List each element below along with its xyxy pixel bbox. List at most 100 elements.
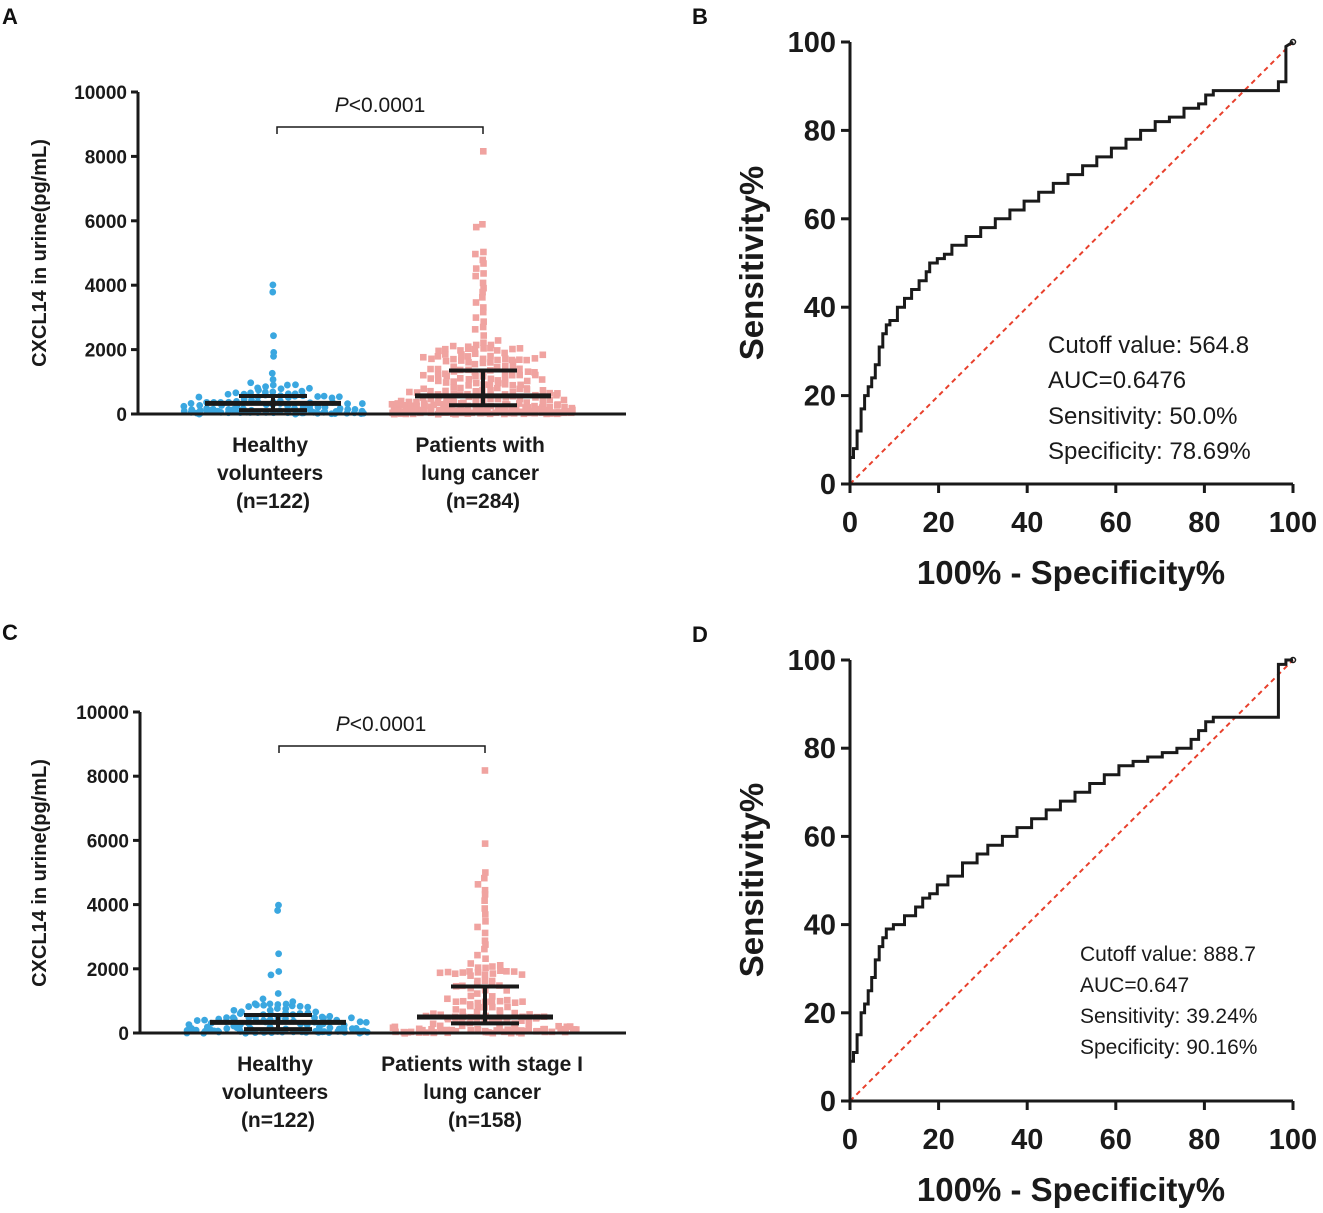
data-point-healthy: [207, 406, 215, 414]
data-point-cancer: [420, 371, 427, 379]
data-point-cancer: [458, 357, 465, 364]
data-point-cancer: [420, 353, 427, 361]
data-point-cancer: [504, 1003, 511, 1011]
data-point-cancer: [515, 400, 523, 407]
data-point-cancer: [452, 1027, 460, 1035]
data-point-cancer: [464, 353, 472, 360]
data-point-cancer: [429, 1020, 437, 1028]
panel-d-x-ticks: 0 20 40 60 80 100: [842, 1101, 1317, 1156]
data-point-cancer: [467, 1002, 474, 1010]
y-tick-label: 60: [804, 204, 836, 236]
data-point-cancer: [442, 379, 450, 386]
data-point-cancer: [493, 1027, 501, 1034]
data-point-healthy: [201, 1016, 208, 1024]
data-point-healthy: [312, 1008, 320, 1016]
data-point-healthy: [255, 386, 262, 394]
data-point-cancer: [481, 840, 489, 847]
panel-b-roc-curve: 0 20 40 60 80 100 0 20 40 60 80 100 100% - Specifi…: [733, 27, 1317, 591]
data-point-cancer: [471, 345, 479, 353]
x-tick-label: 100: [1269, 507, 1317, 539]
data-point-cancer: [441, 345, 449, 353]
data-point-cancer: [479, 355, 487, 363]
data-point-cancer: [566, 1023, 574, 1030]
data-point-healthy: [277, 385, 285, 393]
panel-d-endpoint-marker: [1289, 656, 1297, 664]
data-point-cancer: [482, 941, 489, 948]
data-point-healthy: [195, 393, 203, 401]
data-point-cancer: [446, 405, 453, 412]
data-point-healthy: [245, 1003, 253, 1010]
data-point-healthy: [335, 393, 343, 401]
data-point-cancer: [440, 400, 448, 408]
data-point-healthy: [270, 332, 277, 340]
data-point-healthy: [270, 352, 277, 360]
data-point-cancer: [480, 304, 487, 311]
y-tick-label: 2000: [85, 341, 127, 362]
data-point-cancer: [467, 960, 475, 967]
y-tick-label: 40: [804, 910, 836, 942]
data-point-healthy: [269, 288, 277, 296]
data-point-cancer: [533, 1028, 540, 1035]
y-tick-label: 80: [804, 733, 836, 765]
x-tick-label: 0: [842, 507, 858, 539]
panel-b-y-axis-title: Sensitivity%: [733, 166, 770, 360]
data-point-cancer: [467, 992, 475, 1000]
y-tick-label: 40: [804, 292, 836, 324]
x-tick-label: 0: [842, 1124, 858, 1156]
data-point-cancer: [457, 384, 464, 392]
data-point-cancer: [539, 402, 547, 410]
data-point-cancer: [442, 351, 449, 358]
data-point-cancer: [456, 374, 464, 382]
data-point-cancer: [474, 1003, 482, 1011]
data-point-cancer: [443, 372, 451, 380]
data-point-cancer: [497, 967, 504, 975]
data-point-cancer: [502, 355, 509, 363]
data-point-healthy: [196, 407, 204, 414]
data-point-cancer: [430, 1010, 437, 1017]
panel-a-p-value-text: <0.0001: [349, 94, 426, 117]
panel-d-annotation-specificity: Specificity: 90.16%: [1080, 1036, 1257, 1059]
data-point-cancer: [459, 969, 467, 976]
data-point-cancer: [481, 767, 489, 774]
data-point-cancer: [553, 402, 561, 409]
data-point-cancer: [488, 993, 496, 1000]
data-point-healthy: [203, 1023, 211, 1031]
y-tick-label: 80: [804, 115, 836, 147]
data-point-cancer: [539, 397, 547, 405]
data-point-cancer: [482, 955, 489, 963]
data-point-cancer: [509, 381, 517, 389]
data-point-cancer: [509, 388, 517, 396]
data-point-cancer: [413, 398, 420, 406]
panel-b-roc-line: [850, 40, 1294, 459]
data-point-cancer: [397, 397, 405, 405]
data-point-cancer: [487, 375, 495, 383]
data-point-cancer: [487, 352, 494, 360]
data-point-cancer: [493, 363, 501, 371]
x-tick-label: 60: [1100, 1124, 1132, 1156]
data-point-cancer: [522, 1027, 530, 1035]
y-tick-label: 60: [804, 821, 836, 853]
x-tick-label: 80: [1188, 1124, 1220, 1156]
data-point-healthy: [326, 1012, 334, 1020]
panel-c-healthy-line2: volunteers: [222, 1081, 328, 1104]
data-point-cancer: [479, 294, 486, 301]
panel-c-significance-bracket: [278, 745, 486, 753]
data-point-cancer: [502, 362, 509, 370]
y-tick-label: 0: [820, 469, 836, 501]
data-point-cancer: [481, 971, 489, 978]
data-point-healthy: [314, 393, 322, 400]
data-point-healthy: [352, 1024, 360, 1032]
data-point-cancer: [511, 999, 519, 1007]
data-point-healthy: [233, 1024, 241, 1032]
data-point-cancer: [489, 970, 497, 977]
data-point-cancer: [512, 408, 519, 416]
panel-c-category-label-healthy: Healthy volunteers (n=122): [222, 1053, 334, 1132]
x-tick-label: 60: [1100, 507, 1132, 539]
data-point-cancer: [465, 382, 472, 389]
data-point-cancer: [494, 384, 501, 392]
data-point-cancer: [482, 408, 489, 415]
panel-c-category-label-cancer: Patients with stage I lung cancer (n=158…: [381, 1053, 589, 1132]
panel-a-cancer-line2: lung cancer: [421, 462, 539, 485]
data-point-cancer: [539, 351, 547, 359]
data-point-healthy: [320, 392, 328, 400]
